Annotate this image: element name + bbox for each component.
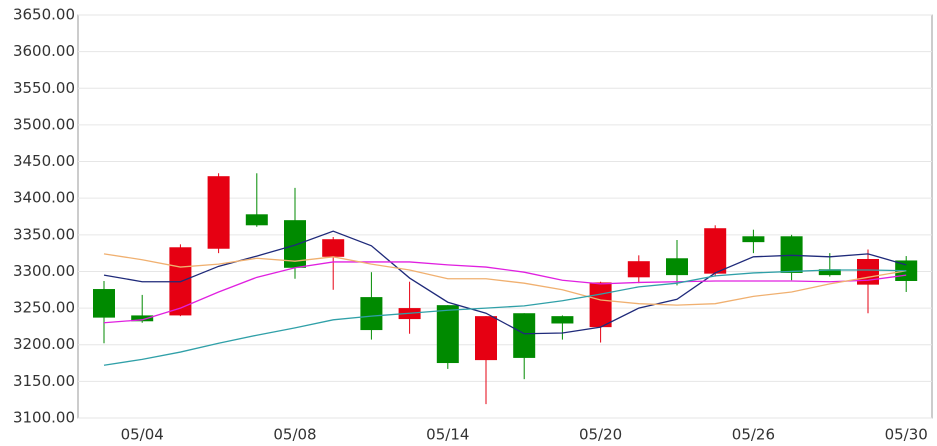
candle-body bbox=[322, 239, 345, 257]
moving-average-line bbox=[103, 253, 907, 306]
y-tick-label: 3100.00 bbox=[13, 409, 75, 427]
candle-body bbox=[93, 289, 115, 318]
plot-frame bbox=[77, 14, 933, 419]
y-tick-label: 3550.00 bbox=[13, 79, 75, 97]
candle-body bbox=[131, 315, 154, 322]
candle-body bbox=[818, 269, 841, 276]
candle-body bbox=[704, 228, 727, 274]
x-tick-label: 05/04 bbox=[121, 426, 164, 444]
candle-body bbox=[742, 236, 765, 243]
candle-body bbox=[245, 214, 268, 226]
candle-body bbox=[666, 258, 688, 276]
candle-body bbox=[284, 220, 306, 268]
moving-average-line bbox=[103, 261, 907, 324]
candle-body bbox=[360, 297, 383, 331]
y-tick-label: 3450.00 bbox=[13, 152, 75, 170]
candle-body bbox=[627, 261, 650, 278]
y-tick-label: 3200.00 bbox=[13, 335, 75, 353]
x-tick-label: 05/30 bbox=[885, 426, 928, 444]
y-tick-label: 3600.00 bbox=[13, 42, 75, 60]
y-tick-label: 3150.00 bbox=[13, 372, 75, 390]
candle-body bbox=[475, 316, 497, 361]
x-tick-label: 05/20 bbox=[579, 426, 622, 444]
y-tick-label: 3350.00 bbox=[13, 225, 75, 243]
y-tick-label: 3650.00 bbox=[13, 6, 75, 24]
candle-body bbox=[436, 305, 459, 364]
candle-body bbox=[780, 236, 803, 273]
y-tick-label: 3300.00 bbox=[13, 262, 75, 280]
candle-body bbox=[551, 316, 574, 324]
y-tick-label: 3400.00 bbox=[13, 189, 75, 207]
x-tick-label: 05/14 bbox=[426, 426, 469, 444]
candle-body bbox=[589, 282, 612, 328]
moving-average-line bbox=[103, 269, 907, 366]
y-tick-label: 3250.00 bbox=[13, 299, 75, 317]
x-tick-label: 05/26 bbox=[732, 426, 775, 444]
candle-body bbox=[513, 313, 536, 358]
y-tick-label: 3500.00 bbox=[13, 115, 75, 133]
candle-body bbox=[207, 176, 230, 249]
x-tick-label: 05/08 bbox=[273, 426, 316, 444]
